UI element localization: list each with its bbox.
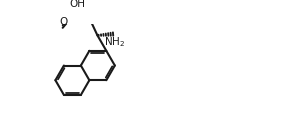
Text: OH: OH	[69, 0, 85, 9]
Text: NH$_2$: NH$_2$	[104, 35, 125, 49]
Text: O: O	[59, 17, 67, 27]
